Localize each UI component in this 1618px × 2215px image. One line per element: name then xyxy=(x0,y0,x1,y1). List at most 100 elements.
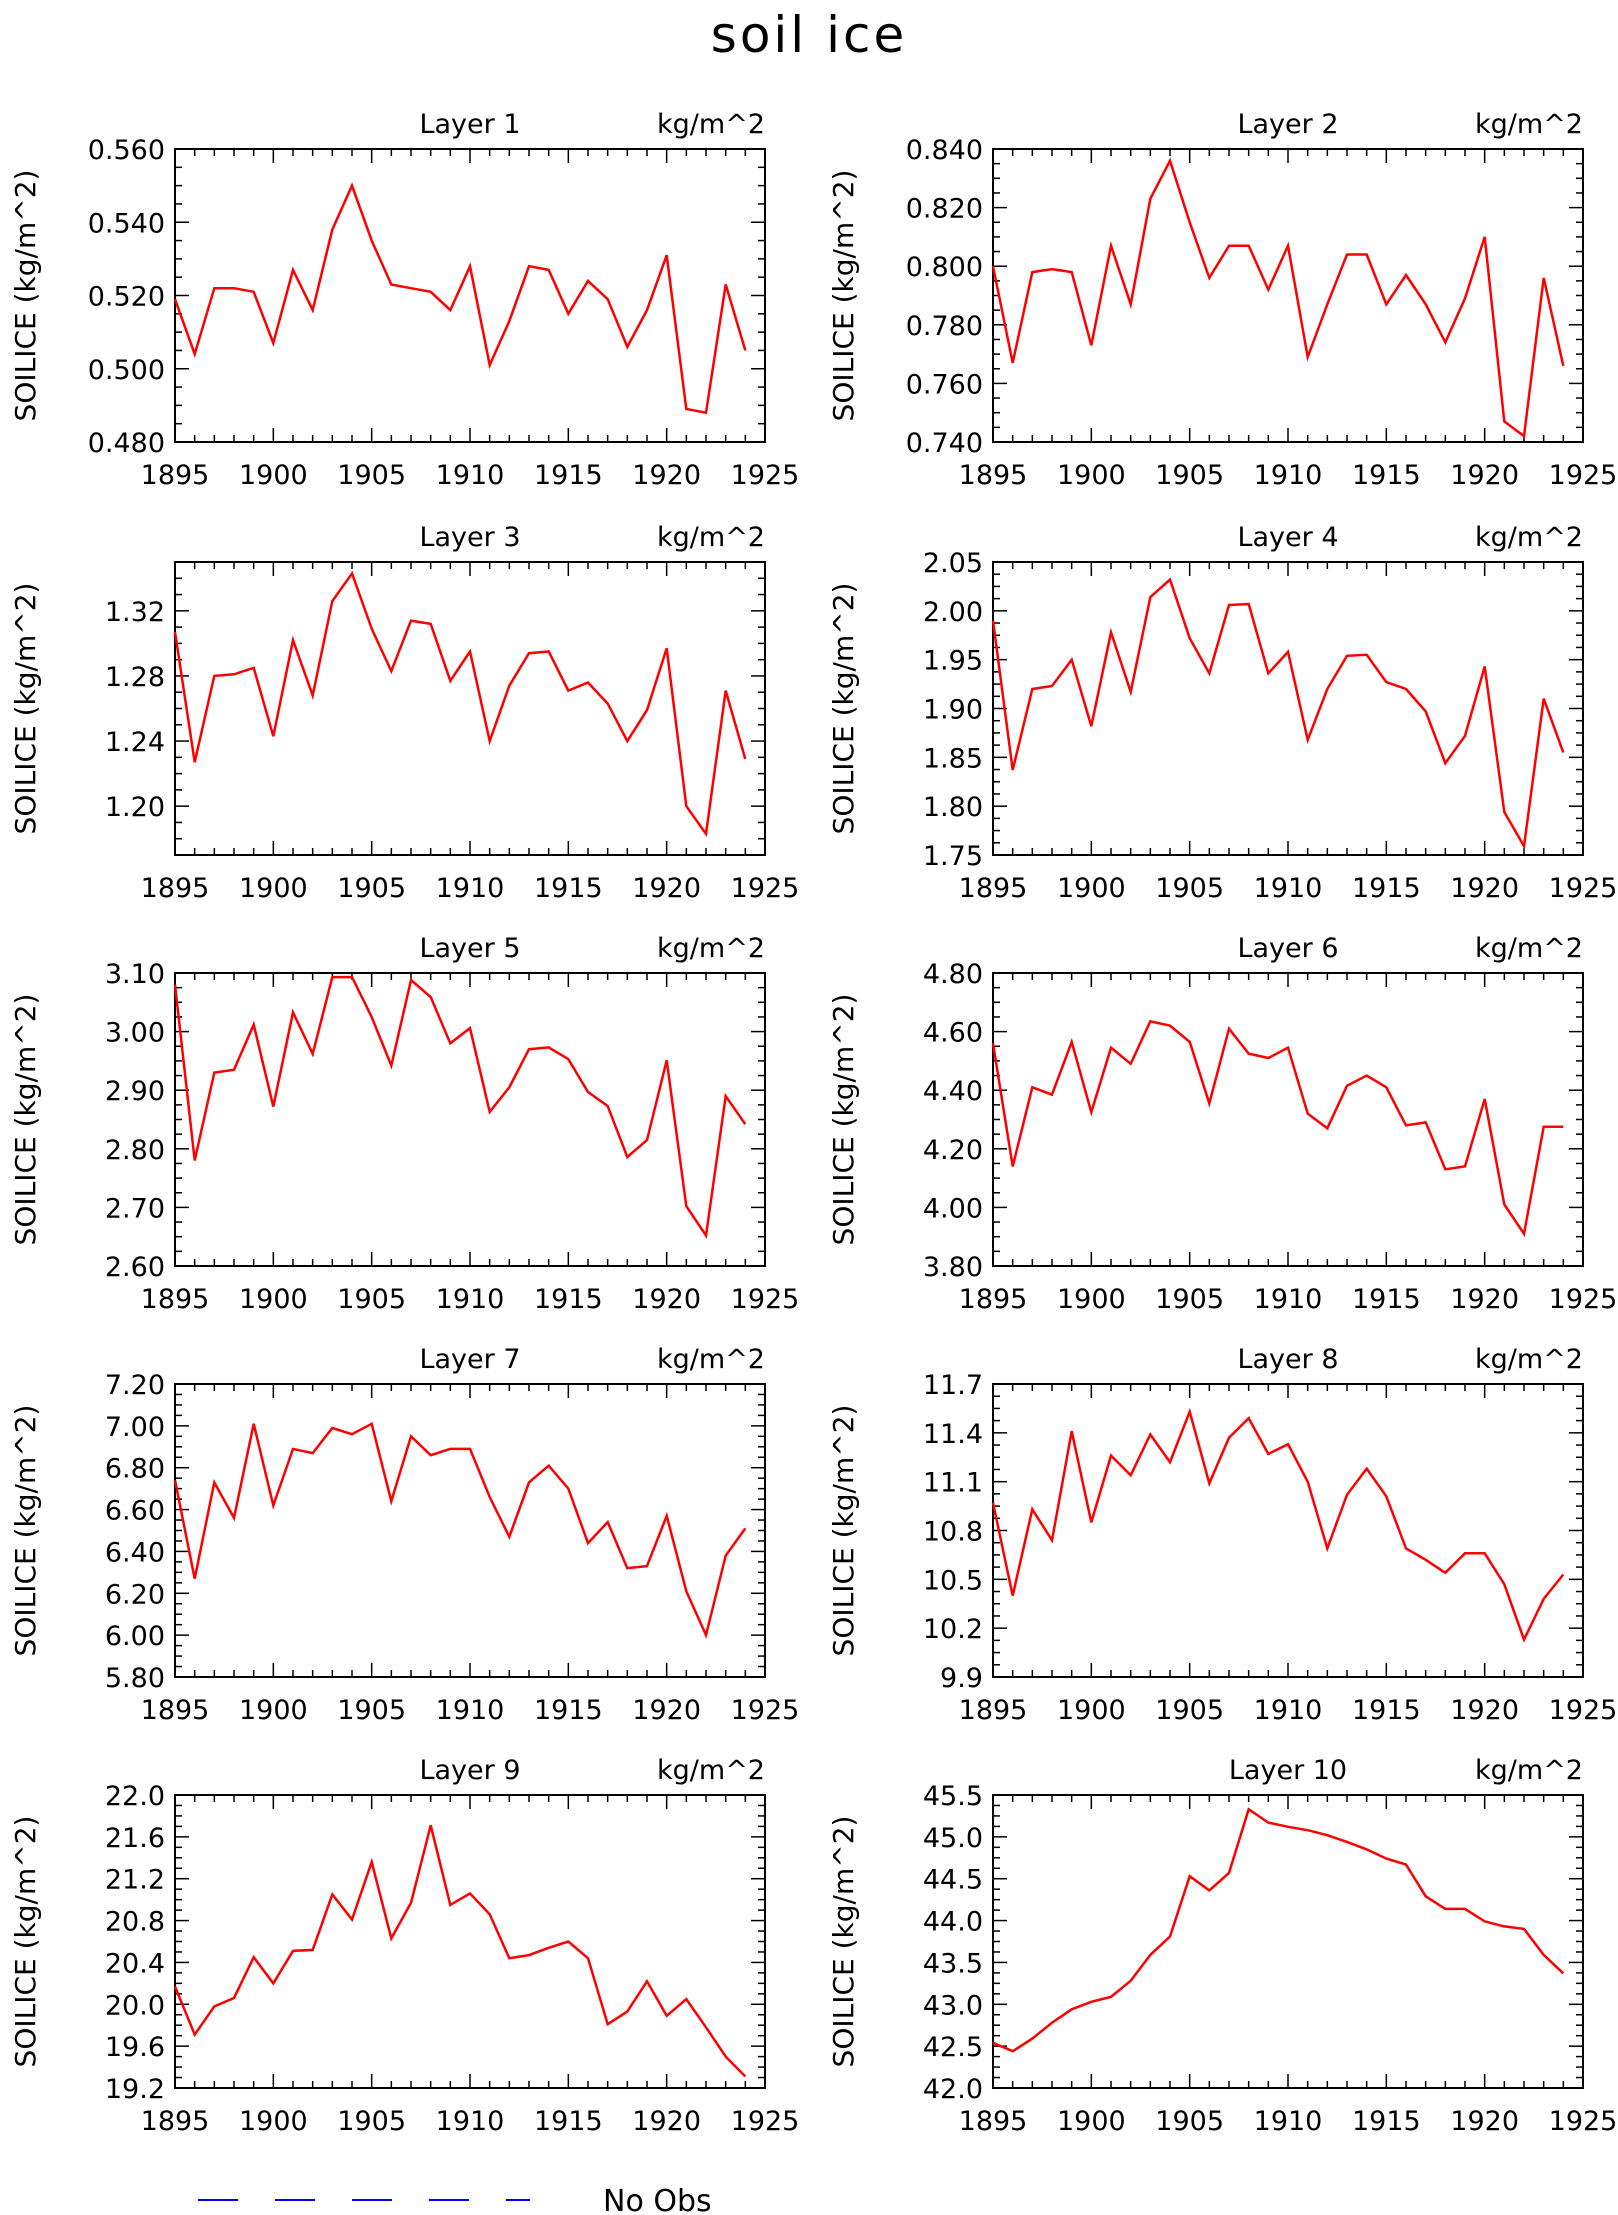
plot-frame xyxy=(992,1383,1584,1678)
panel-unit: kg/m^2 xyxy=(657,109,765,140)
x-tick-label: 1895 xyxy=(141,1284,210,1315)
x-tick-label: 1900 xyxy=(1057,1284,1126,1315)
panel-unit: kg/m^2 xyxy=(1475,522,1583,553)
series-line xyxy=(992,1807,1565,2053)
x-tick-label: 1905 xyxy=(1155,873,1224,904)
y-tick-label: 0.540 xyxy=(88,208,165,239)
x-tick-label: 1925 xyxy=(731,460,800,491)
panel-unit: kg/m^2 xyxy=(1475,933,1583,964)
x-tick-label: 1905 xyxy=(1155,1695,1224,1726)
y-tick-label: 20.4 xyxy=(105,1948,165,1979)
plot-frame xyxy=(174,1383,766,1678)
y-tick-label: 2.60 xyxy=(105,1252,165,1283)
x-tick-label: 1920 xyxy=(1450,1284,1519,1315)
y-tick-label: 3.10 xyxy=(105,959,165,990)
x-tick-label: 1915 xyxy=(534,873,603,904)
x-tick-label: 1900 xyxy=(1057,460,1126,491)
series-line xyxy=(173,1824,747,2078)
y-tick-label: 4.00 xyxy=(923,1193,983,1224)
panel-unit: kg/m^2 xyxy=(657,1755,765,1786)
x-tick-label: 1905 xyxy=(337,460,406,491)
x-tick-label: 1905 xyxy=(337,1695,406,1726)
x-tick-label: 1920 xyxy=(632,1284,701,1315)
x-tick-label: 1905 xyxy=(1155,2106,1224,2137)
panel-layer-8: Layer 8 kg/m^2 1895 1900 1905 1910 1915 1920 192… xyxy=(827,1344,1617,1726)
panel-unit: kg/m^2 xyxy=(1475,109,1583,140)
x-tick-label: 1895 xyxy=(141,460,210,491)
panel-unit: kg/m^2 xyxy=(1475,1344,1583,1375)
x-tick-label: 1910 xyxy=(1254,460,1323,491)
legend-label: No Obs xyxy=(603,2184,712,2215)
y-tick-label: 7.00 xyxy=(105,1412,165,1443)
y-tick-label: 0.840 xyxy=(906,135,983,166)
y-tick-label: 1.28 xyxy=(105,662,165,693)
series-line xyxy=(991,157,1565,439)
panel-title: Layer 3 xyxy=(419,522,520,553)
plot-frame xyxy=(992,148,1584,443)
y-tick-label: 22.0 xyxy=(105,1781,165,1812)
x-tick-label: 1925 xyxy=(1549,2106,1618,2137)
y-axis-label: SOILICE (kg/m^2) xyxy=(9,1405,42,1657)
x-tick-label: 1925 xyxy=(1549,1695,1618,1726)
y-tick-label: 6.40 xyxy=(105,1537,165,1568)
panel-unit: kg/m^2 xyxy=(657,522,765,553)
x-tick-label: 1910 xyxy=(436,1695,505,1726)
plot-frame xyxy=(992,561,1584,856)
y-tick-label: 9.9 xyxy=(940,1663,983,1694)
y-tick-label: 45.5 xyxy=(923,1781,983,1812)
y-tick-label: 4.20 xyxy=(923,1135,983,1166)
panel-title: Layer 6 xyxy=(1237,933,1338,964)
panel-title: Layer 5 xyxy=(419,933,520,964)
x-tick-label: 1920 xyxy=(632,1695,701,1726)
panels: Layer 1 kg/m^2 1895 1900 1905 1910 1915 1920 192… xyxy=(9,109,1617,2137)
x-tick-label: 1925 xyxy=(1549,460,1618,491)
panel-title: Layer 10 xyxy=(1229,1755,1347,1786)
y-tick-label: 0.560 xyxy=(88,135,165,166)
y-tick-label: 6.80 xyxy=(105,1454,165,1485)
x-tick-label: 1895 xyxy=(959,1695,1028,1726)
x-tick-label: 1905 xyxy=(337,1284,406,1315)
y-tick-label: 1.90 xyxy=(923,695,983,726)
x-tick-label: 1920 xyxy=(1450,2106,1519,2137)
panel-layer-6: Layer 6 kg/m^2 1895 1900 1905 1910 1915 1920 192… xyxy=(827,933,1617,1315)
y-tick-label: 1.20 xyxy=(105,792,165,823)
y-tick-label: 1.75 xyxy=(923,841,983,872)
y-tick-label: 21.6 xyxy=(105,1823,165,1854)
y-tick-label: 7.20 xyxy=(105,1370,165,1401)
x-tick-label: 1905 xyxy=(337,873,406,904)
y-tick-label: 10.5 xyxy=(923,1565,983,1596)
legend: No Obs xyxy=(198,2184,712,2215)
y-tick-label: 4.40 xyxy=(923,1076,983,1107)
panel-unit: kg/m^2 xyxy=(657,933,765,964)
x-tick-label: 1900 xyxy=(1057,2106,1126,2137)
y-tick-label: 19.6 xyxy=(105,2032,165,2063)
x-tick-label: 1915 xyxy=(1352,873,1421,904)
x-tick-label: 1895 xyxy=(141,2106,210,2137)
panel-layer-7: Layer 7 kg/m^2 1895 1900 1905 1910 1915 1920 192… xyxy=(9,1344,799,1726)
y-tick-label: 0.500 xyxy=(88,355,165,386)
y-tick-label: 3.80 xyxy=(923,1252,983,1283)
panel-title: Layer 8 xyxy=(1237,1344,1338,1375)
y-tick-label: 10.8 xyxy=(923,1517,983,1548)
y-tick-label: 1.32 xyxy=(105,597,165,628)
y-tick-label: 6.00 xyxy=(105,1621,165,1652)
y-tick-label: 43.5 xyxy=(923,1948,983,1979)
y-tick-label: 5.80 xyxy=(105,1663,165,1694)
y-tick-label: 6.20 xyxy=(105,1579,165,1610)
y-axis-label: SOILICE (kg/m^2) xyxy=(827,1816,860,2068)
panel-layer-10: Layer 10 kg/m^2 1895 1900 1905 1910 1915 1920 19… xyxy=(827,1755,1617,2137)
series-line xyxy=(991,577,1565,851)
x-tick-label: 1915 xyxy=(1352,1284,1421,1315)
y-tick-label: 2.05 xyxy=(923,548,983,579)
y-tick-label: 0.780 xyxy=(906,311,983,342)
plot-frame xyxy=(992,972,1584,1267)
x-tick-label: 1925 xyxy=(731,873,800,904)
panel-title: Layer 1 xyxy=(419,109,520,140)
plot-frame xyxy=(174,1794,766,2089)
y-tick-label: 4.60 xyxy=(923,1018,983,1049)
plot-frame xyxy=(174,561,766,856)
x-tick-label: 1905 xyxy=(1155,1284,1224,1315)
y-tick-label: 42.5 xyxy=(923,2032,983,2063)
y-tick-label: 0.740 xyxy=(906,428,983,459)
panel-title: Layer 9 xyxy=(419,1755,520,1786)
